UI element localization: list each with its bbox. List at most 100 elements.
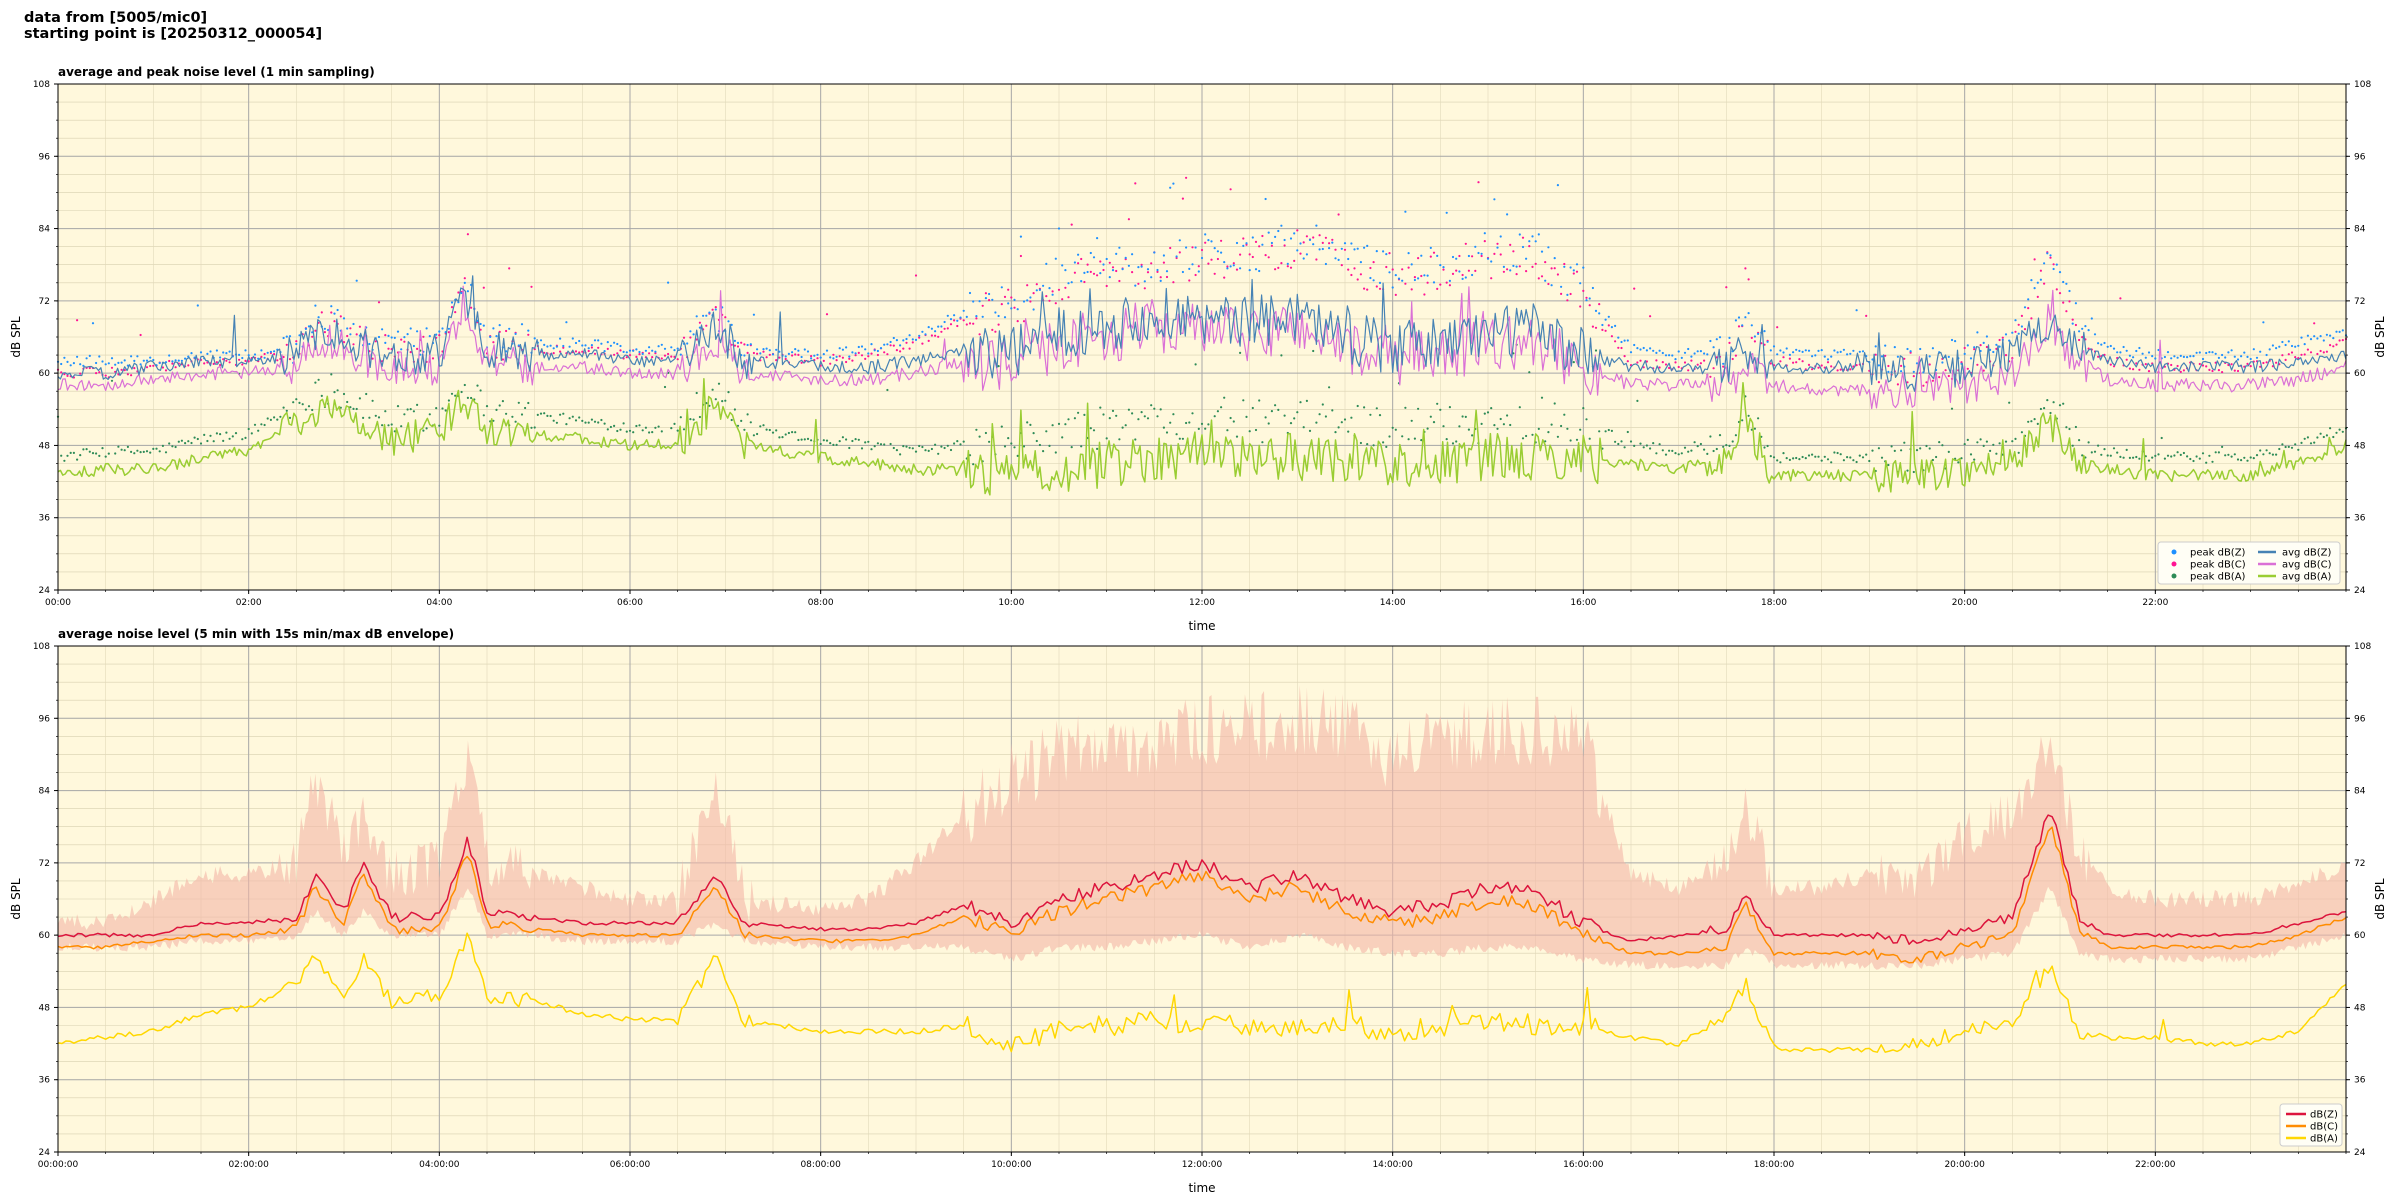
peak-point bbox=[1239, 351, 1242, 354]
peak-point bbox=[1448, 284, 1451, 287]
peak-point bbox=[1232, 420, 1235, 423]
peak-point bbox=[2030, 317, 2033, 320]
peak-point bbox=[358, 325, 361, 328]
peak-point bbox=[2265, 449, 2268, 452]
peak-point bbox=[1776, 326, 1779, 329]
peak-point bbox=[177, 359, 180, 362]
peak-point bbox=[892, 336, 895, 340]
peak-point bbox=[571, 415, 574, 418]
peak-point bbox=[425, 427, 428, 430]
peak-point bbox=[918, 444, 921, 448]
peak-point bbox=[2329, 344, 2332, 347]
peak-point bbox=[342, 392, 346, 396]
peak-point bbox=[1235, 241, 1239, 245]
peak-point bbox=[149, 356, 152, 359]
legend-box bbox=[2157, 541, 2341, 585]
peak-point bbox=[88, 366, 91, 370]
peak-point bbox=[1451, 255, 1455, 259]
peak-point bbox=[1261, 243, 1264, 246]
peak-point bbox=[784, 355, 787, 358]
peak-point bbox=[1849, 456, 1852, 459]
peak-point bbox=[422, 429, 425, 432]
peak-point bbox=[2147, 459, 2151, 462]
peak-point bbox=[2017, 323, 2020, 326]
peak-point bbox=[1855, 364, 1858, 367]
series-dbz bbox=[57, 814, 2347, 945]
peak-point bbox=[149, 364, 152, 368]
peak-point bbox=[1671, 354, 1674, 357]
peak-point bbox=[171, 360, 174, 363]
peak-point bbox=[546, 345, 549, 348]
peak-point bbox=[2224, 454, 2227, 457]
peak-point bbox=[1798, 349, 1801, 352]
peak-point bbox=[1369, 276, 1372, 280]
peak-point bbox=[107, 362, 110, 365]
peak-point bbox=[1096, 274, 1099, 277]
peak-point bbox=[320, 311, 323, 314]
y-tick-label: 108 bbox=[33, 642, 50, 652]
peak-point bbox=[1439, 283, 1442, 286]
peak-point bbox=[1245, 243, 1248, 246]
peak-point bbox=[1753, 340, 1756, 343]
peak-point bbox=[1887, 364, 1890, 368]
peak-point bbox=[2166, 454, 2170, 457]
peak-point bbox=[219, 433, 222, 436]
peak-point bbox=[1556, 184, 1559, 187]
peak-point bbox=[587, 421, 590, 424]
peak-point bbox=[698, 415, 702, 419]
peak-point bbox=[1226, 265, 1229, 268]
peak-point bbox=[527, 401, 530, 405]
peak-point bbox=[1286, 262, 1289, 265]
peak-point bbox=[740, 419, 743, 422]
peak-point bbox=[2341, 329, 2344, 332]
peak-point bbox=[2027, 298, 2030, 301]
y-tick-label: 24 bbox=[39, 586, 51, 596]
peak-point bbox=[1687, 450, 1690, 453]
peak-point bbox=[1547, 246, 1550, 249]
peak-point bbox=[495, 335, 498, 338]
peak-point bbox=[247, 360, 250, 363]
peak-point bbox=[902, 339, 905, 342]
peak-point bbox=[450, 306, 454, 309]
peak-point bbox=[1626, 339, 1629, 342]
peak-point bbox=[1919, 447, 1922, 450]
peak-point bbox=[2132, 356, 2135, 359]
peak-point bbox=[1690, 449, 1693, 452]
peak-point bbox=[2240, 459, 2243, 462]
peak-point bbox=[2058, 271, 2062, 274]
peak-point bbox=[978, 333, 981, 336]
peak-point bbox=[1471, 255, 1474, 258]
peak-point bbox=[1283, 238, 1286, 242]
peak-point bbox=[1525, 434, 1528, 438]
peak-point bbox=[266, 351, 269, 354]
peak-point bbox=[1293, 417, 1296, 420]
peak-point bbox=[829, 442, 832, 445]
peak-point bbox=[927, 449, 930, 452]
peak-point bbox=[956, 324, 959, 328]
peak-point bbox=[1242, 237, 1245, 240]
peak-point bbox=[803, 438, 806, 441]
peak-point bbox=[600, 418, 603, 422]
peak-point bbox=[1982, 341, 1985, 344]
peak-point bbox=[1210, 258, 1213, 261]
peak-point bbox=[1153, 251, 1156, 254]
peak-point bbox=[225, 352, 228, 355]
peak-point bbox=[1251, 406, 1254, 410]
peak-point bbox=[1067, 282, 1070, 285]
peak-point bbox=[330, 305, 333, 308]
peak-point bbox=[562, 412, 565, 415]
peak-point bbox=[1016, 320, 1019, 323]
peak-point bbox=[288, 416, 292, 419]
peak-point bbox=[911, 447, 914, 450]
peak-point bbox=[323, 327, 326, 330]
peak-point bbox=[978, 300, 981, 303]
peak-point bbox=[174, 359, 177, 362]
peak-point bbox=[2062, 402, 2065, 405]
peak-point bbox=[1540, 250, 1544, 253]
peak-point bbox=[889, 344, 892, 347]
peak-point bbox=[756, 352, 759, 355]
peak-point bbox=[1274, 268, 1277, 271]
peak-point bbox=[1471, 434, 1474, 437]
peak-point bbox=[1537, 427, 1540, 430]
peak-point bbox=[1372, 261, 1375, 264]
